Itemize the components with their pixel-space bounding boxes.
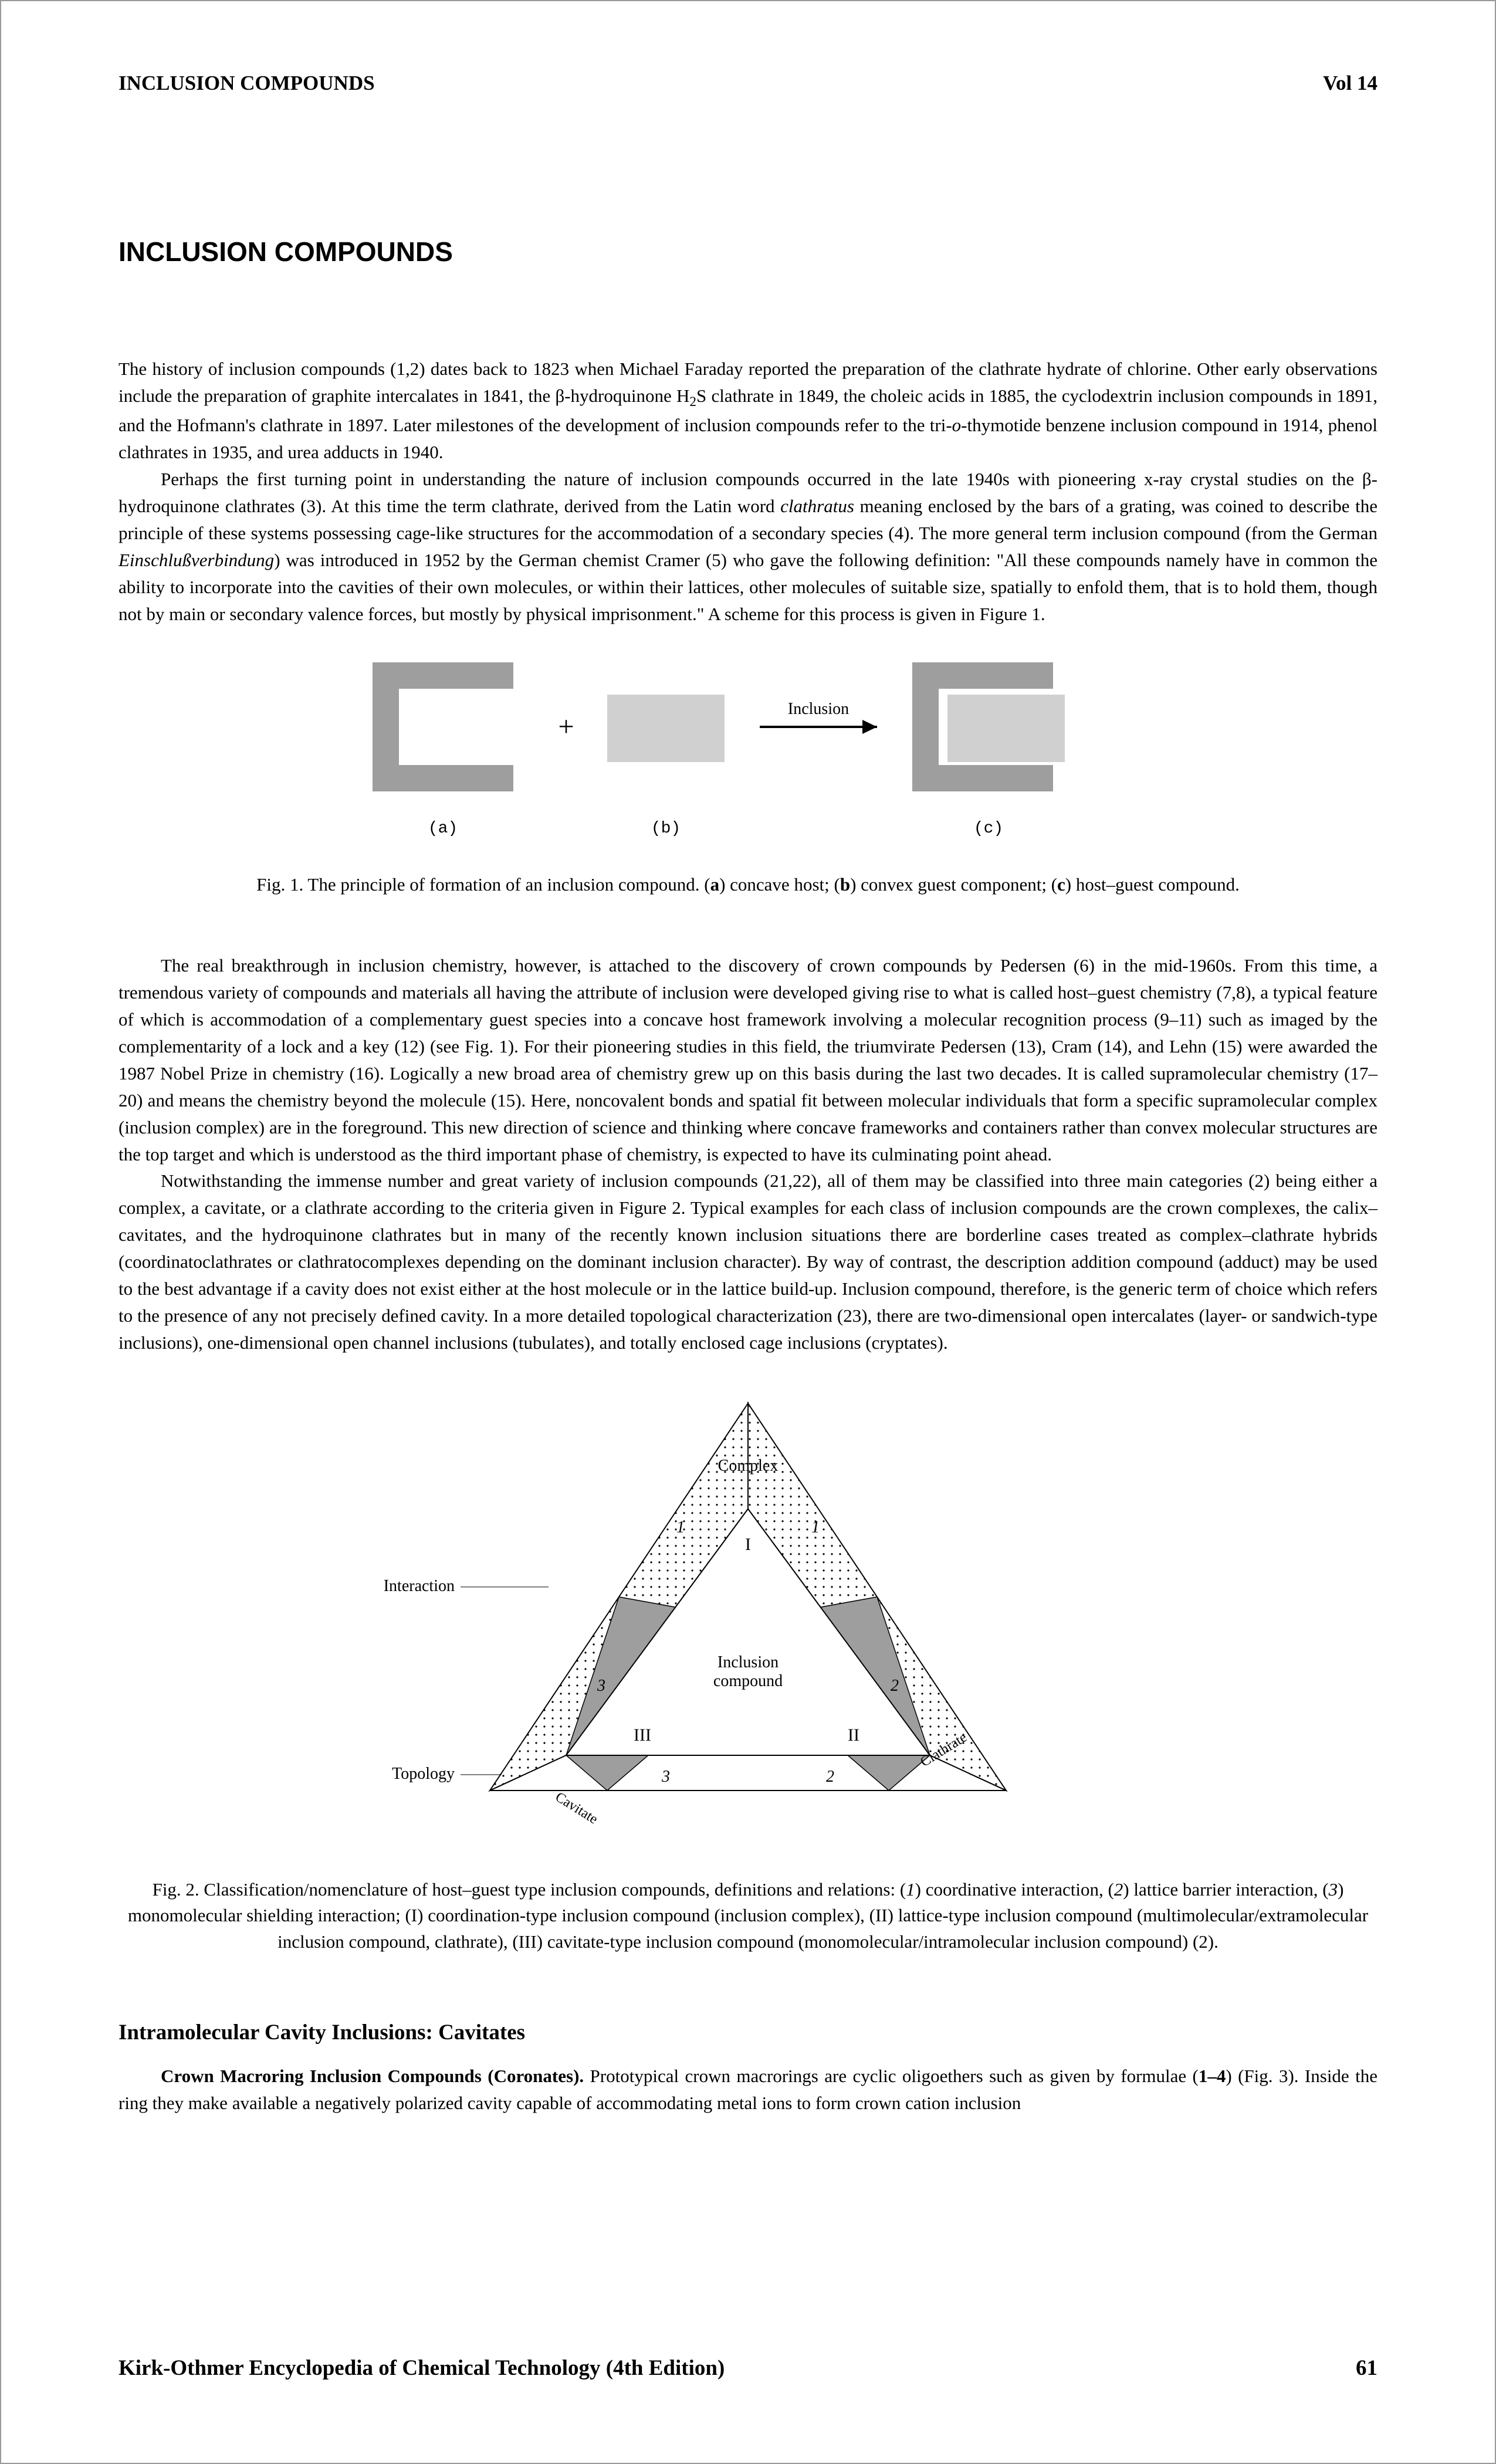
fig1-host-a: [373, 662, 513, 791]
italic: o: [952, 415, 962, 435]
fig2-cavitate-label: Cavitate: [553, 1789, 601, 1827]
run-in-heading: Crown Macroring Inclusion Compounds (Cor…: [161, 2066, 584, 2086]
fig2-complex-label: Complex: [718, 1457, 779, 1475]
fig2-n3-bottom: 3: [661, 1768, 670, 1786]
text: ) convex guest component; (: [850, 874, 1057, 895]
figure-1-caption: Fig. 1. The principle of formation of an…: [119, 872, 1377, 898]
italic: 1: [906, 1879, 915, 1900]
figure-1-svg: (a) + (b) Inclusion (c): [349, 651, 1147, 856]
page: INCLUSION COMPOUNDS Vol 14 INCLUSION COM…: [0, 0, 1496, 2464]
figure-2-svg: Complex Inclusion compound I II III 1 1 …: [337, 1380, 1159, 1861]
fig1-arrow-label: Inclusion: [788, 700, 849, 718]
fig2-n1-right: 1: [811, 1518, 820, 1536]
bold: b: [840, 874, 850, 895]
figure-2: Complex Inclusion compound I II III 1 1 …: [119, 1380, 1377, 1956]
para-5: Crown Macroring Inclusion Compounds (Cor…: [119, 2063, 1377, 2117]
text: ) lattice barrier interaction, (: [1123, 1879, 1328, 1900]
bold: c: [1057, 874, 1065, 895]
text: Prototypical crown macrorings are cyclic…: [584, 2066, 1199, 2086]
subscript: 2: [689, 394, 696, 409]
intro-para-1: The history of inclusion compounds (1,2)…: [119, 356, 1377, 466]
footer-title: Kirk-Othmer Encyclopedia of Chemical Tec…: [119, 2355, 725, 2381]
fig2-roman-I: I: [745, 1535, 751, 1554]
italic: Einschlußverbindung: [119, 550, 274, 570]
intro-para-2: Perhaps the first turning point in under…: [119, 466, 1377, 627]
figure-2-caption: Fig. 2. Classification/nomenclature of h…: [119, 1877, 1377, 1956]
article-title: INCLUSION COMPOUNDS: [119, 236, 1377, 268]
fig2-compound-label: compound: [713, 1672, 783, 1690]
para-3: The real breakthrough in inclusion chemi…: [119, 952, 1377, 1167]
para-4: Notwithstanding the immense number and g…: [119, 1167, 1377, 1356]
fig2-roman-III: III: [634, 1725, 651, 1745]
text: ) host–guest compound.: [1065, 874, 1240, 895]
fig2-n1-left: 1: [676, 1518, 685, 1536]
figure-1: (a) + (b) Inclusion (c) Fig. 1. The p: [119, 651, 1377, 898]
text: ) coordinative interaction, (: [915, 1879, 1114, 1900]
running-header: INCLUSION COMPOUNDS Vol 14: [119, 72, 1377, 95]
text: ) concave host; (: [719, 874, 840, 895]
fig2-n2-bottom: 2: [826, 1768, 834, 1786]
running-head-right: Vol 14: [1323, 72, 1377, 95]
fig2-topology-label: Topology: [392, 1765, 455, 1783]
fig2-interaction-label: Interaction: [384, 1577, 455, 1595]
italic: clathratus: [780, 496, 854, 516]
fig2-n2-right: 2: [891, 1677, 899, 1695]
fig1-complex-c: [912, 662, 1065, 791]
italic: 3: [1329, 1879, 1338, 1900]
fig1-plus: +: [558, 711, 574, 742]
text: Fig. 1. The principle of formation of an…: [256, 874, 710, 895]
fig1-arrow: Inclusion: [760, 700, 877, 734]
bold: a: [710, 874, 720, 895]
fig2-roman-II: II: [848, 1725, 859, 1745]
fig1-guest-b: [607, 695, 725, 762]
fig1-label-c: (c): [974, 820, 1003, 838]
fig2-n3-left: 3: [597, 1677, 605, 1695]
bold: 1–4: [1199, 2066, 1226, 2086]
page-footer: Kirk-Othmer Encyclopedia of Chemical Tec…: [119, 2355, 1377, 2381]
fig1-label-a: (a): [428, 820, 458, 838]
footer-page-number: 61: [1356, 2355, 1377, 2381]
section-heading-cavitates: Intramolecular Cavity Inclusions: Cavita…: [119, 2020, 1377, 2045]
fig1-label-b: (b): [651, 820, 681, 838]
fig2-inclusion-label: Inclusion: [717, 1653, 779, 1671]
running-head-left: INCLUSION COMPOUNDS: [119, 72, 375, 95]
italic: 2: [1114, 1879, 1123, 1900]
text: Fig. 2. Classification/nomenclature of h…: [153, 1879, 906, 1900]
text: ) was introduced in 1952 by the German c…: [119, 550, 1377, 624]
